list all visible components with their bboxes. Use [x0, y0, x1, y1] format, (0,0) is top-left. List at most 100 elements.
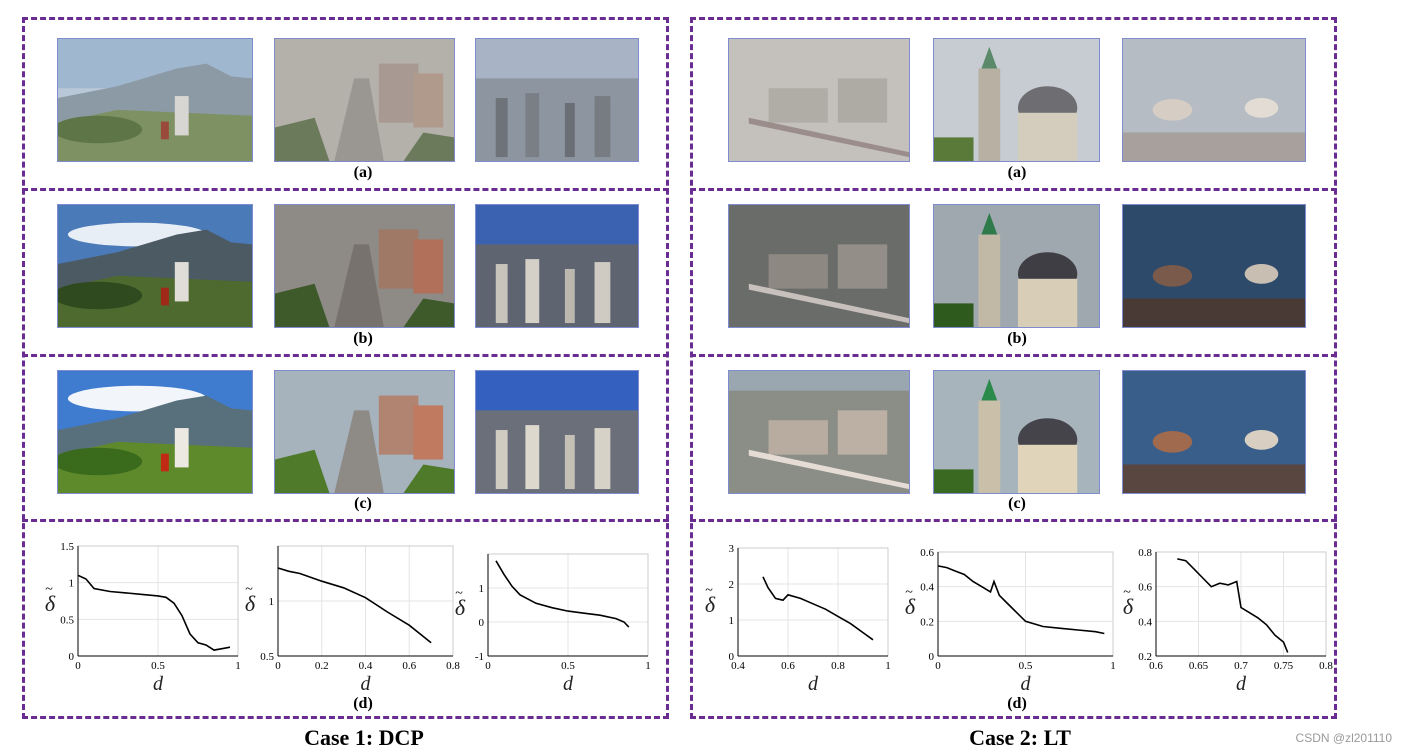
y-tick-label: 0.5 — [260, 651, 274, 663]
line-chart: 0.6 0.65 0.7 0.75 0.8 0.2 0.4 0.6 0.8 d δ~ — [1123, 547, 1333, 695]
city-icon — [275, 39, 454, 161]
plot-case1-2: 0 0.2 0.4 0.6 0.8 0.5 1 d δ ~ — [240, 538, 465, 698]
x-tick-label: 1 — [645, 660, 651, 672]
row-label-a: (a) — [1007, 164, 1027, 181]
y-tick-label: 1.5 — [60, 541, 74, 553]
plot-case2-2: 0 0.5 1 0 0.2 0.4 0.6 d δ ~ — [900, 544, 1125, 698]
case2-train-dehazed-b — [728, 204, 910, 328]
x-tick-label: 0.6 — [1149, 660, 1163, 672]
line-chart: 0 0.5 1 0 0.5 1 1.5 d δ~ — [45, 541, 241, 695]
x-axis-label: d — [153, 673, 164, 695]
landscape-icon — [58, 39, 252, 161]
case1-title: Case 1: DCP — [304, 725, 424, 750]
row-separator — [690, 354, 1337, 357]
skyline-icon — [476, 39, 638, 161]
y-tick-label: 1 — [729, 615, 735, 627]
y-tick-label: 0 — [929, 651, 935, 663]
y-axis-label: δ — [245, 591, 256, 616]
train-icon — [729, 371, 909, 493]
row-separator — [22, 188, 669, 191]
case1-mountain-dehazed-c — [57, 370, 253, 494]
x-tick-label: 0.4 — [731, 660, 745, 672]
row-separator — [22, 354, 669, 357]
y-tick-label: 0 — [69, 651, 75, 663]
church-icon — [934, 371, 1099, 493]
y-axis-tilde: ~ — [1123, 585, 1131, 600]
line-chart: 0.4 0.6 0.8 1 0 1 2 3 d δ~ — [705, 543, 891, 695]
y-tick-label: 0.6 — [920, 547, 934, 559]
skyline-icon — [476, 371, 638, 493]
plot-frame — [737, 547, 889, 657]
row-label-d: (d) — [353, 695, 373, 712]
y-tick-label: 1 — [479, 583, 485, 595]
case2-train-dehazed-c — [728, 370, 910, 494]
case2-horses-dehazed-b — [1122, 204, 1306, 328]
x-tick-label: 0.75 — [1274, 660, 1294, 672]
x-tick-label: 0 — [485, 660, 491, 672]
y-tick-label: -1 — [475, 651, 484, 663]
x-tick-label: 0.4 — [359, 660, 373, 672]
series-line — [1177, 558, 1289, 653]
watermark-text: CSDN @zl201110 — [1295, 731, 1392, 745]
x-tick-label: 0 — [935, 660, 941, 672]
landscape-icon — [58, 371, 252, 493]
case1-mountain-dehazed-b — [57, 204, 253, 328]
y-axis-tilde: ~ — [245, 582, 253, 597]
row-separator — [690, 188, 1337, 191]
y-tick-label: 3 — [729, 543, 735, 555]
case2-train-hazy — [728, 38, 910, 162]
series-line — [495, 560, 630, 628]
city-icon — [275, 371, 454, 493]
x-tick-label: 0.5 — [1019, 660, 1033, 672]
y-tick-label: 0.4 — [1138, 616, 1152, 628]
case1-skyline-dehazed-c — [475, 370, 639, 494]
landscape-icon — [58, 205, 252, 327]
x-tick-label: 0.6 — [402, 660, 416, 672]
case1-street-dehazed-c — [274, 370, 455, 494]
church-icon — [934, 205, 1099, 327]
y-axis-label: δ — [45, 591, 56, 616]
case2-church-dehazed-c — [933, 370, 1100, 494]
horse-icon — [1123, 371, 1305, 493]
train-icon — [729, 39, 909, 161]
x-tick-label: 0.7 — [1234, 660, 1248, 672]
y-tick-label: 1 — [69, 578, 75, 590]
x-tick-label: 0.8 — [831, 660, 845, 672]
y-tick-label: 0.2 — [1138, 651, 1152, 663]
y-tick-label: 0.4 — [920, 582, 934, 594]
case1-mountain-hazy — [57, 38, 253, 162]
y-tick-label: 0 — [479, 617, 485, 629]
y-tick-label: 0.2 — [920, 616, 934, 628]
y-axis-label: δ — [905, 594, 916, 619]
row-label-a: (a) — [353, 164, 373, 181]
y-axis-label: δ — [1123, 594, 1134, 619]
x-axis-label: d — [808, 673, 819, 695]
case2-church-dehazed-b — [933, 204, 1100, 328]
row-separator — [690, 519, 1337, 522]
case1-skyline-hazy — [475, 38, 639, 162]
church-icon — [934, 39, 1099, 161]
x-tick-label: 0.5 — [151, 660, 165, 672]
y-axis-tilde: ~ — [455, 586, 463, 601]
skyline-icon — [476, 205, 638, 327]
row-label-c: (c) — [1008, 495, 1026, 512]
case1-panel — [22, 17, 669, 719]
x-axis-label: d — [1236, 673, 1247, 695]
plot-case1-3: 0 0.5 1 -1 0 1 d δ ~ — [450, 546, 660, 698]
x-tick-label: 0 — [75, 660, 81, 672]
x-axis-label: d — [361, 673, 372, 695]
y-tick-label: 0.8 — [1138, 547, 1152, 559]
y-axis-tilde: ~ — [45, 582, 53, 597]
plot-case1-1: 0 0.5 1 0 0.5 1 1.5 d δ ~ — [40, 538, 250, 698]
y-axis-label: δ — [705, 592, 716, 617]
case2-horses-hazy — [1122, 38, 1306, 162]
case2-panel — [690, 17, 1337, 719]
case2-church-hazy — [933, 38, 1100, 162]
row-separator — [22, 519, 669, 522]
horse-icon — [1123, 39, 1305, 161]
horse-icon — [1123, 205, 1305, 327]
case2-horses-dehazed-c — [1122, 370, 1306, 494]
y-tick-label: 0.5 — [60, 614, 74, 626]
plot-case2-3: 0.6 0.65 0.7 0.75 0.8 0.2 0.4 0.6 0.8 d δ ~ — [1118, 544, 1338, 698]
